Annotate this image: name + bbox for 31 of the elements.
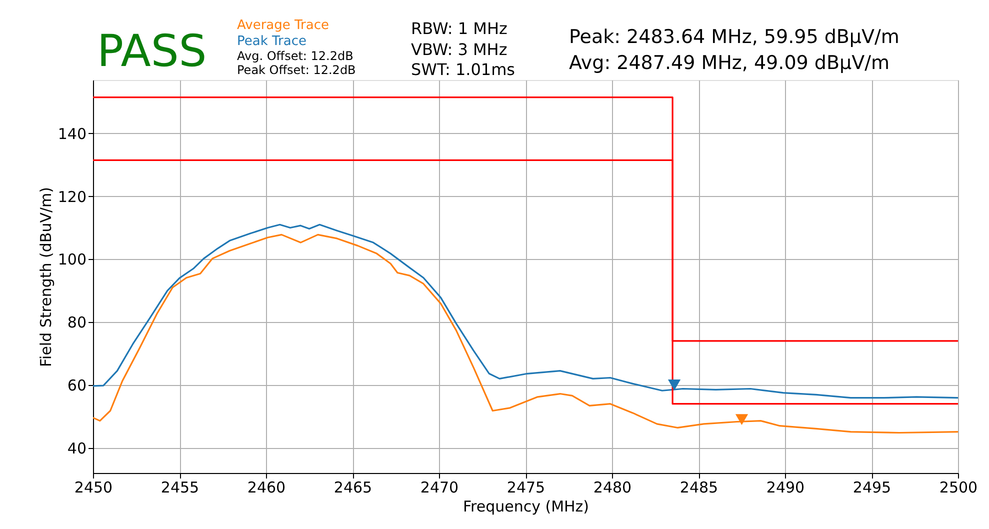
text: PASS <box>97 26 207 77</box>
x-tick-label: 2490 <box>766 478 805 496</box>
text: Avg. Offset: 12.2dB <box>237 49 354 63</box>
x-tick-label: 2460 <box>247 478 286 496</box>
text: VBW: 3 MHz <box>411 40 508 59</box>
y-tick-label: 140 <box>58 124 86 143</box>
text: Avg: 2487.49 MHz, 49.09 dBµV/m <box>569 52 890 74</box>
y-axis-title: Field Strength (dBuV/m) <box>36 187 55 367</box>
y-tick-label: 120 <box>58 188 86 206</box>
x-tick-label: 2465 <box>334 478 372 496</box>
line-series <box>93 224 958 399</box>
x-tick-label: 2470 <box>420 478 459 496</box>
text: Peak Offset: 12.2dB <box>237 63 356 77</box>
x-tick-label: 2495 <box>852 478 892 496</box>
x-tick-label: 2475 <box>506 478 546 496</box>
y-tick-label: 40 <box>67 439 86 458</box>
x-axis-title: Frequency (MHz) <box>462 498 590 516</box>
text: SWT: 1.01ms <box>411 60 516 79</box>
x-tick-label: 2480 <box>593 478 632 496</box>
text: RBW: 1 MHz <box>411 19 508 38</box>
y-tick-label: 80 <box>67 314 86 332</box>
y-tick-label: 100 <box>58 250 86 269</box>
line-series <box>93 234 958 434</box>
x-tick-label: 2455 <box>160 478 200 496</box>
x-tick-label: 2500 <box>939 478 978 496</box>
x-tick-label: 2485 <box>680 478 718 496</box>
y-tick-label: 60 <box>67 376 86 394</box>
text: Average Trace <box>237 18 330 33</box>
text: Peak Trace <box>237 34 306 49</box>
x-tick-label: 2450 <box>74 478 113 496</box>
text: Peak: 2483.64 MHz, 59.95 dBµV/m <box>569 26 900 48</box>
